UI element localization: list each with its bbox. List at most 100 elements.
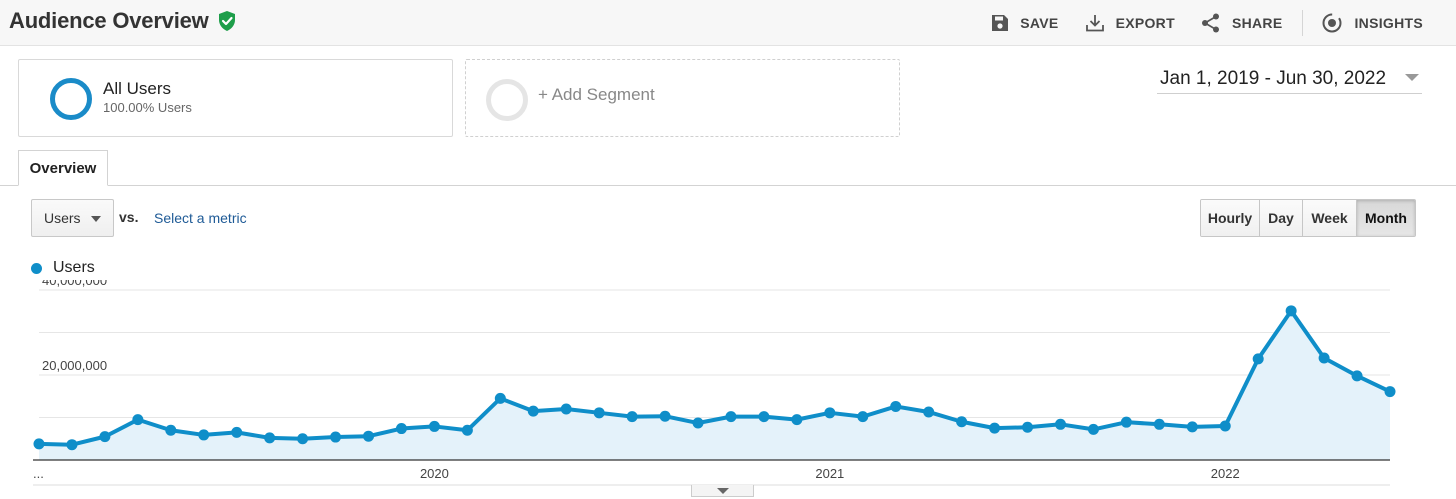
- chart-expand-handle[interactable]: [691, 485, 754, 497]
- interval-week-button[interactable]: Week: [1303, 200, 1357, 236]
- interval-month-button[interactable]: Month: [1357, 200, 1415, 236]
- legend-series-dot: [31, 262, 42, 274]
- floppy-disk-icon: [992, 15, 1009, 31]
- data-point-2021-07[interactable]: [1022, 421, 1034, 433]
- data-point-2021-08[interactable]: [1054, 418, 1066, 430]
- tab-overview[interactable]: Overview: [18, 150, 108, 186]
- y-tick-label-1: 40,000,000: [42, 280, 107, 288]
- data-point-2021-10[interactable]: [1120, 416, 1132, 428]
- data-point-2020-01[interactable]: [428, 420, 440, 432]
- data-point-2020-02[interactable]: [461, 424, 473, 436]
- report-header: Audience Overview SAVE EXPORT: [0, 0, 1456, 46]
- date-range-picker[interactable]: Jan 1, 2019 - Jun 30, 2022: [1157, 64, 1422, 94]
- add-segment-button[interactable]: + Add Segment: [465, 59, 900, 137]
- report-actions: SAVE EXPORT SHARE INSIGHTS: [991, 0, 1456, 46]
- export-button[interactable]: EXPORT: [1085, 14, 1175, 32]
- data-point-2020-06[interactable]: [593, 407, 605, 419]
- data-point-2021-02[interactable]: [857, 411, 869, 423]
- users-series-line: [38, 308, 1391, 447]
- interval-toggle-group: Hourly Day Week Month: [1200, 199, 1416, 237]
- actions-divider: [1302, 10, 1304, 36]
- empty-segment-ring: [486, 79, 528, 121]
- interval-day-button[interactable]: Day: [1260, 200, 1303, 236]
- data-point-2022-05[interactable]: [1351, 370, 1363, 382]
- data-point-2019-04[interactable]: [132, 414, 144, 426]
- metric-dropdown-value: Users: [44, 210, 81, 226]
- data-point-2019-09[interactable]: [297, 433, 309, 445]
- metric-dropdown[interactable]: Users: [31, 199, 114, 237]
- save-button[interactable]: SAVE: [991, 14, 1058, 32]
- chart-gridlines: [39, 289, 1390, 418]
- save-label: SAVE: [1020, 15, 1059, 31]
- x-tick-label-2: 2021: [815, 466, 844, 481]
- download-icon: [1085, 15, 1104, 32]
- interval-day-label: Day: [1268, 210, 1294, 226]
- data-point-2020-04[interactable]: [527, 405, 539, 417]
- caret-down-icon: [717, 488, 729, 494]
- data-point-2022-06[interactable]: [1384, 386, 1396, 398]
- x-tick-label-3: 2022: [1211, 466, 1240, 481]
- data-point-2019-08[interactable]: [264, 432, 276, 444]
- share-label: SHARE: [1231, 15, 1283, 31]
- data-point-2020-09[interactable]: [692, 417, 704, 429]
- verified-shield-icon: [218, 11, 235, 31]
- chart-legend: Users: [31, 259, 95, 277]
- data-point-2020-12[interactable]: [791, 414, 803, 426]
- users-area-fill: [39, 310, 1390, 460]
- interval-hourly-button[interactable]: Hourly: [1201, 200, 1260, 236]
- data-point-2021-11[interactable]: [1153, 418, 1165, 430]
- data-point-2019-07[interactable]: [231, 426, 243, 438]
- data-point-2019-03[interactable]: [99, 431, 111, 443]
- insights-button[interactable]: INSIGHTS: [1321, 12, 1423, 34]
- data-point-2019-06[interactable]: [198, 429, 210, 441]
- chart-points: [33, 305, 1396, 451]
- data-point-2020-10[interactable]: [725, 411, 737, 423]
- vs-label: vs.: [119, 209, 139, 225]
- data-point-2020-07[interactable]: [626, 411, 638, 423]
- caret-down-icon: [91, 216, 101, 222]
- data-point-2019-12[interactable]: [395, 423, 407, 435]
- data-point-2021-04[interactable]: [923, 406, 935, 418]
- data-point-2021-12[interactable]: [1186, 421, 1198, 433]
- data-point-2020-05[interactable]: [560, 403, 572, 415]
- caret-down-icon: [1405, 74, 1419, 81]
- data-point-2019-01[interactable]: [33, 438, 45, 450]
- export-label: EXPORT: [1115, 15, 1175, 31]
- data-point-2022-01[interactable]: [1219, 420, 1231, 432]
- data-point-2019-10[interactable]: [330, 431, 342, 443]
- interval-hourly-label: Hourly: [1207, 210, 1253, 226]
- data-point-2021-09[interactable]: [1087, 423, 1099, 435]
- data-point-2021-05[interactable]: [956, 416, 968, 428]
- share-button[interactable]: SHARE: [1201, 13, 1283, 33]
- data-point-2021-06[interactable]: [989, 422, 1001, 434]
- insights-label: INSIGHTS: [1354, 15, 1423, 31]
- segment-all-users[interactable]: All Users 100.00% Users: [18, 59, 453, 137]
- tab-bar-divider: [0, 185, 1456, 186]
- date-range-text: Jan 1, 2019 - Jun 30, 2022: [1160, 67, 1387, 89]
- select-metric-link[interactable]: Select a metric: [154, 210, 247, 226]
- tab-overview-label: Overview: [29, 159, 97, 177]
- data-point-2019-05[interactable]: [165, 424, 177, 436]
- data-point-2021-01[interactable]: [824, 407, 836, 419]
- x-tick-label-1: 2020: [420, 466, 449, 481]
- insights-icon: [1322, 13, 1342, 33]
- data-point-2022-03[interactable]: [1285, 305, 1297, 317]
- page-title-text: Audience Overview: [9, 8, 209, 33]
- chart-labels: 20,000,000 40,000,000... 2020 2021 2022: [33, 280, 1240, 481]
- interval-month-label: Month: [1365, 210, 1407, 226]
- x-tick-label-0: ...: [33, 466, 44, 481]
- data-point-2020-11[interactable]: [758, 411, 770, 423]
- segment-percentage: 100.00% Users: [103, 100, 192, 115]
- data-point-2020-08[interactable]: [659, 410, 671, 422]
- segment-color-ring: [50, 78, 92, 120]
- page-title: Audience Overview: [9, 8, 237, 34]
- data-point-2021-03[interactable]: [890, 400, 902, 412]
- data-point-2019-02[interactable]: [66, 439, 78, 451]
- data-point-2020-03[interactable]: [494, 392, 506, 404]
- segment-name: All Users: [103, 79, 172, 98]
- add-segment-label: + Add Segment: [538, 85, 655, 104]
- interval-week-label: Week: [1311, 210, 1348, 226]
- data-point-2022-04[interactable]: [1318, 352, 1330, 364]
- data-point-2019-11[interactable]: [363, 430, 375, 442]
- data-point-2022-02[interactable]: [1252, 353, 1264, 365]
